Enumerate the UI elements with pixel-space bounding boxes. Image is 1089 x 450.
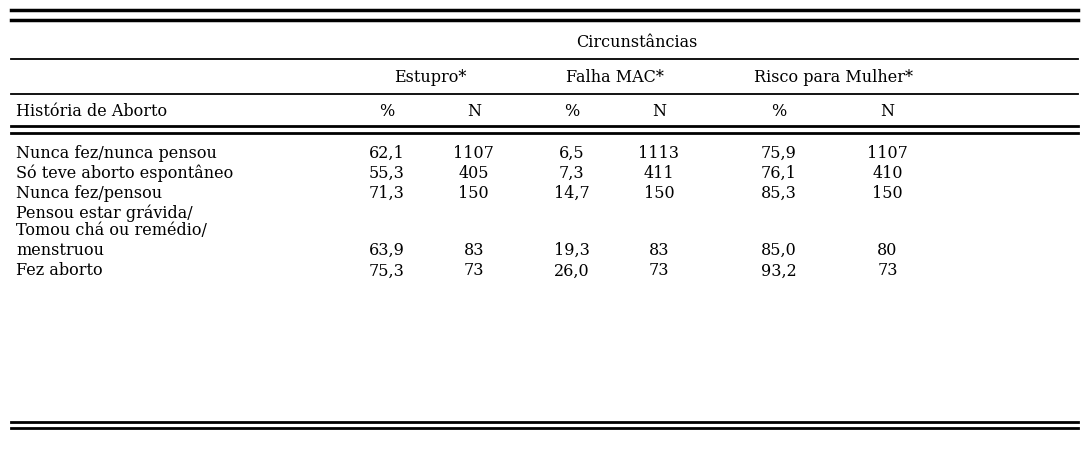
- Text: 14,7: 14,7: [554, 185, 589, 202]
- Text: 405: 405: [458, 165, 489, 182]
- Text: N: N: [467, 103, 480, 120]
- Text: 411: 411: [644, 165, 674, 182]
- Text: Nunca fez/pensou: Nunca fez/pensou: [16, 185, 162, 202]
- Text: %: %: [771, 103, 786, 120]
- Text: 71,3: 71,3: [369, 185, 404, 202]
- Text: 76,1: 76,1: [761, 165, 796, 182]
- Text: 26,0: 26,0: [554, 262, 589, 279]
- Text: História de Aborto: História de Aborto: [16, 103, 168, 120]
- Text: 83: 83: [464, 242, 484, 259]
- Text: 83: 83: [649, 242, 669, 259]
- Text: 7,3: 7,3: [559, 165, 585, 182]
- Text: 150: 150: [872, 185, 903, 202]
- Text: 85,3: 85,3: [761, 185, 796, 202]
- Text: 19,3: 19,3: [554, 242, 589, 259]
- Text: 75,9: 75,9: [761, 144, 796, 162]
- Text: Só teve aborto espontâneo: Só teve aborto espontâneo: [16, 165, 233, 182]
- Text: Nunca fez/nunca pensou: Nunca fez/nunca pensou: [16, 144, 217, 162]
- Text: Risco para Mulher*: Risco para Mulher*: [754, 69, 913, 86]
- Text: 62,1: 62,1: [369, 144, 404, 162]
- Text: 73: 73: [878, 262, 897, 279]
- Text: 410: 410: [872, 165, 903, 182]
- Text: 1107: 1107: [453, 144, 494, 162]
- Text: N: N: [652, 103, 665, 120]
- Text: Falha MAC*: Falha MAC*: [566, 69, 664, 86]
- Text: 6,5: 6,5: [559, 144, 585, 162]
- Text: N: N: [881, 103, 894, 120]
- Text: %: %: [379, 103, 394, 120]
- Text: Pensou estar grávida/: Pensou estar grávida/: [16, 205, 193, 222]
- Text: menstruou: menstruou: [16, 242, 105, 259]
- Text: 73: 73: [649, 262, 669, 279]
- Text: 93,2: 93,2: [761, 262, 796, 279]
- Text: Tomou chá ou remédio/: Tomou chá ou remédio/: [16, 222, 207, 239]
- Text: Circunstâncias: Circunstâncias: [576, 34, 698, 51]
- Text: %: %: [564, 103, 579, 120]
- Text: 1107: 1107: [867, 144, 908, 162]
- Text: Estupro*: Estupro*: [394, 69, 466, 86]
- Text: 150: 150: [458, 185, 489, 202]
- Text: 73: 73: [464, 262, 484, 279]
- Text: 85,0: 85,0: [761, 242, 796, 259]
- Text: 63,9: 63,9: [369, 242, 404, 259]
- Text: 150: 150: [644, 185, 674, 202]
- Text: 1113: 1113: [638, 144, 680, 162]
- Text: 75,3: 75,3: [369, 262, 404, 279]
- Text: 80: 80: [878, 242, 897, 259]
- Text: Fez aborto: Fez aborto: [16, 262, 103, 279]
- Text: 55,3: 55,3: [369, 165, 404, 182]
